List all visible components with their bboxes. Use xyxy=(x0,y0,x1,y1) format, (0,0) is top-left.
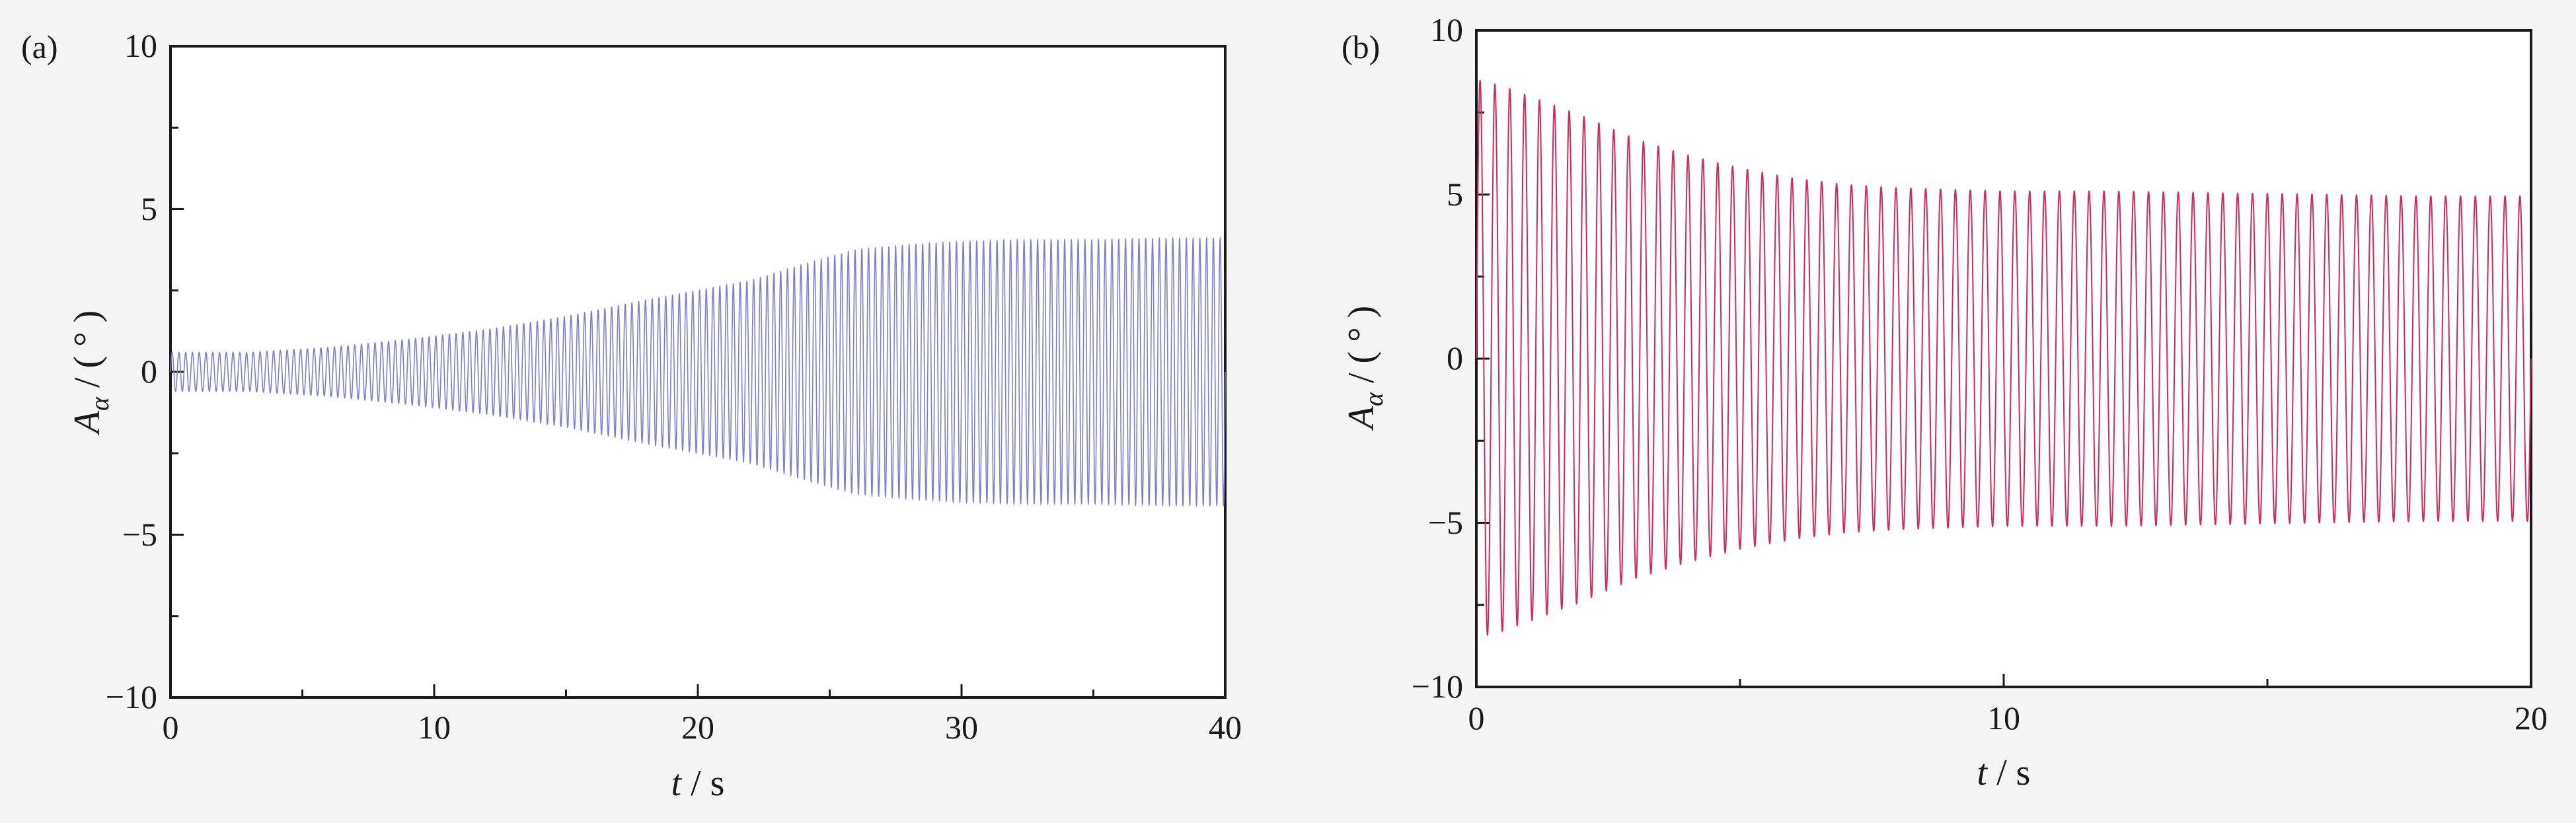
panel-a-xtick-label: 20 xyxy=(681,709,714,746)
panel-a-xtick-label: 10 xyxy=(418,709,451,746)
panel-a-x-var: t xyxy=(671,763,683,804)
panel-b-x-unit: / s xyxy=(1987,752,2030,793)
panel-a-ytick-label: −10 xyxy=(106,678,157,715)
panel-b-x-var: t xyxy=(1977,752,1989,793)
panel-b-xtick-label: 0 xyxy=(1468,699,1485,736)
panel-a-ticks xyxy=(169,45,1227,699)
panel-b-ytick-label: −10 xyxy=(1412,668,1463,705)
panel-b-tag: (b) xyxy=(1342,28,1380,65)
panel-a-xtick-label: 0 xyxy=(163,709,179,746)
panel-a-ytick-label: 10 xyxy=(124,27,157,64)
panel-b-ytick-label: −5 xyxy=(1428,504,1463,541)
panel-b-ytick-label: 0 xyxy=(1447,340,1463,376)
panel-b-xtick-label: 20 xyxy=(2515,699,2548,736)
panel-b-y-axis-title: Aα / ( ° ) xyxy=(1341,306,1388,431)
panel-b-y-unit: / ( ° ) xyxy=(1341,306,1382,392)
panel-a-y-var: A xyxy=(67,410,108,436)
panel-a: (a) 10 5 0 −5 −10 0 10 20 30 40 t / s Aα… xyxy=(21,27,1242,804)
panel-b-y-var: A xyxy=(1341,406,1382,431)
panel-a-y-unit: / ( ° ) xyxy=(67,310,108,397)
panel-a-series-line xyxy=(170,236,1226,508)
panel-a-ytick-label: −5 xyxy=(122,516,157,553)
panel-a-xtick-label: 30 xyxy=(945,709,978,746)
panel-a-xtick-label: 40 xyxy=(1209,709,1242,746)
panel-a-ytick-label: 5 xyxy=(141,190,157,227)
panel-b: (b) 10 5 0 −5 −10 0 10 20 t / s Aα / ( °… xyxy=(1341,11,2548,793)
panel-b-series-line xyxy=(1476,79,2532,637)
panel-a-y-sub: α xyxy=(85,396,114,411)
panel-b-x-axis-title: t / s xyxy=(1977,752,2031,793)
panel-a-x-unit: / s xyxy=(681,763,724,804)
panel-b-ytick-label: 10 xyxy=(1430,11,1463,48)
panel-a-tag: (a) xyxy=(21,28,58,65)
panel-b-y-sub: α xyxy=(1359,392,1388,406)
panel-b-ytick-label: 5 xyxy=(1447,176,1463,213)
panel-a-ytick-label: 0 xyxy=(141,353,157,390)
panel-b-xtick-label: 10 xyxy=(1987,699,2020,736)
panel-a-y-axis-title: Aα / ( ° ) xyxy=(67,310,114,436)
panel-a-x-axis-title: t / s xyxy=(671,763,725,804)
